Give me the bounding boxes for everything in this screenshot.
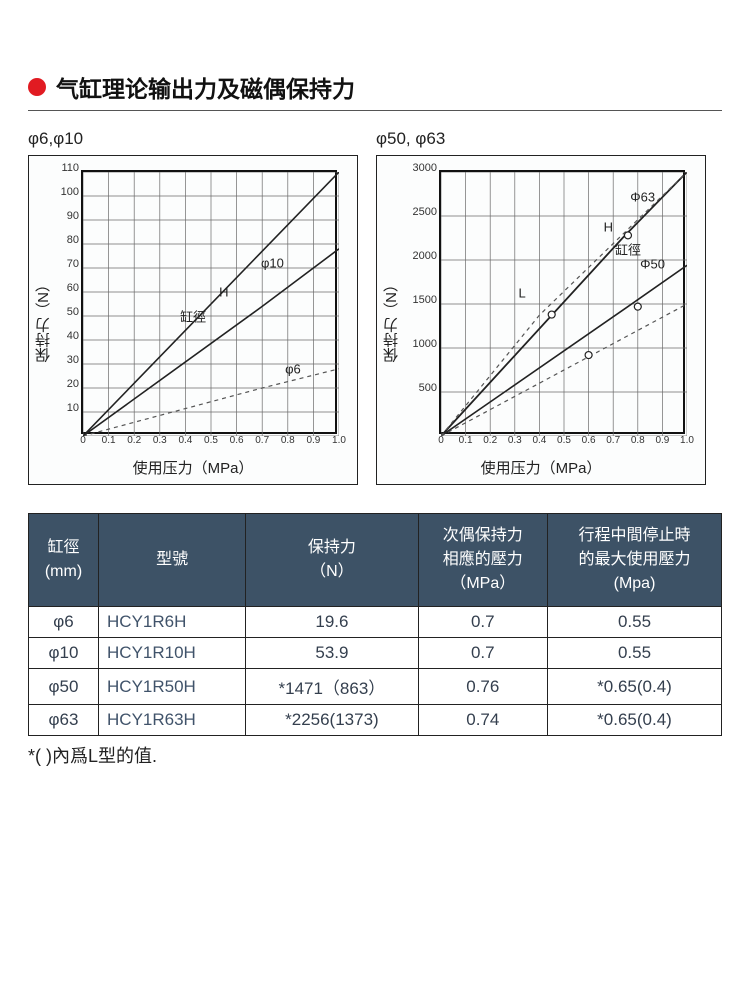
ytick: 70 (67, 258, 83, 270)
table-header: 行程中間停止時的最大使用壓力(Mpa) (548, 514, 722, 607)
xtick: 0.5 (204, 432, 218, 446)
chart-2-xlabel: 使用压力（MPa） (377, 457, 705, 478)
table-header: 保持力（N） (246, 514, 418, 607)
xtick: 0.4 (178, 432, 192, 446)
table-row: φ63HCY1R63H*2256(1373)0.74*0.65(0.4) (29, 705, 722, 736)
table-cell: 0.7 (418, 638, 547, 669)
bullet-icon (28, 78, 46, 96)
charts-row: φ6,φ10 保持力（N） 使用压力（MPa） 0 0.1 0.2 0.3 0.4 0.5… (28, 129, 722, 485)
chart-1-ylabel: 保持力（N） (33, 277, 54, 363)
title-text: 气缸理论输出力及磁偶保持力 (56, 70, 355, 104)
ytick: 1500 (413, 294, 441, 306)
footnote: *( )內爲L型的值. (28, 742, 722, 768)
table-cell: 0.55 (548, 638, 722, 669)
ytick: 500 (419, 382, 441, 394)
xtick: 0.7 (606, 432, 620, 446)
table-cell: φ50 (29, 669, 99, 705)
table-cell: *0.65(0.4) (548, 705, 722, 736)
xtick: 0.3 (153, 432, 167, 446)
xtick: 0.1 (102, 432, 116, 446)
ytick: 60 (67, 282, 83, 294)
table-row: φ50HCY1R50H*1471（863）0.76*0.65(0.4) (29, 669, 722, 705)
chart-2-subtitle: φ50, φ63 (376, 129, 706, 149)
chart-2-ylabel: 保持力（N） (381, 277, 402, 363)
ytick: 20 (67, 378, 83, 390)
chart-1-subtitle: φ6,φ10 (28, 129, 358, 149)
ytick: 2500 (413, 206, 441, 218)
table-cell: HCY1R6H (99, 607, 246, 638)
table-cell: *1471（863） (246, 669, 418, 705)
xtick: 0.1 (459, 432, 473, 446)
chart-annotation: L (519, 286, 526, 301)
table-header: 次偶保持力相應的壓力（MPa） (418, 514, 547, 607)
chart-2-box: 保持力（N） 使用压力（MPa） 0 0.1 0.2 0.3 0.4 0.5 0.6 0.7 0… (376, 155, 706, 485)
xtick: 0.9 (306, 432, 320, 446)
xtick: 0.2 (127, 432, 141, 446)
table-header: 缸徑(mm) (29, 514, 99, 607)
table-cell: *2256(1373) (246, 705, 418, 736)
xtick: 0.3 (508, 432, 522, 446)
ytick: 30 (67, 354, 83, 366)
table-cell: φ6 (29, 607, 99, 638)
xtick: 1.0 (680, 432, 694, 446)
table-row: φ6HCY1R6H19.60.70.55 (29, 607, 722, 638)
chart-2: φ50, φ63 保持力（N） 使用压力（MPa） 0 0.1 0.2 0.3 0.4 0… (376, 129, 706, 485)
chart-annotation: Φ63 (630, 189, 655, 204)
table-cell: 0.76 (418, 669, 547, 705)
xtick: 0.8 (631, 432, 645, 446)
chart-1: φ6,φ10 保持力（N） 使用压力（MPa） 0 0.1 0.2 0.3 0.4 0.5… (28, 129, 358, 485)
chart-1-xlabel: 使用压力（MPa） (29, 457, 357, 478)
ytick: 80 (67, 234, 83, 246)
chart-annotation: 缸徑 (180, 307, 206, 326)
table-cell: HCY1R63H (99, 705, 246, 736)
data-table: 缸徑(mm)型號保持力（N）次偶保持力相應的壓力（MPa）行程中間停止時的最大使… (28, 513, 722, 736)
section-title: 气缸理论输出力及磁偶保持力 (28, 70, 722, 111)
ytick: 110 (61, 162, 83, 174)
xtick: 0 (438, 432, 444, 446)
xtick: 0.4 (532, 432, 546, 446)
table-cell: 19.6 (246, 607, 418, 638)
chart-annotation: Φ50 (640, 256, 665, 271)
table-cell: HCY1R50H (99, 669, 246, 705)
xtick: 0.6 (582, 432, 596, 446)
table-cell: *0.65(0.4) (548, 669, 722, 705)
xtick: 0.2 (483, 432, 497, 446)
xtick: 0.5 (557, 432, 571, 446)
xtick: 1.0 (332, 432, 346, 446)
chart-1-box: 保持力（N） 使用压力（MPa） 0 0.1 0.2 0.3 0.4 0.5 0.6 0.7 0… (28, 155, 358, 485)
table-row: φ10HCY1R10H53.90.70.55 (29, 638, 722, 669)
xtick: 0.8 (281, 432, 295, 446)
ytick: 2000 (413, 250, 441, 262)
chart-annotation: H (604, 219, 613, 234)
ytick: 50 (67, 306, 83, 318)
ytick: 100 (61, 186, 83, 198)
table-cell: 0.74 (418, 705, 547, 736)
chart-annotation: φ6 (285, 361, 301, 376)
table-cell: 53.9 (246, 638, 418, 669)
ytick: 40 (67, 330, 83, 342)
xtick: 0.9 (655, 432, 669, 446)
xtick: 0.7 (255, 432, 269, 446)
table-cell: 0.7 (418, 607, 547, 638)
ytick: 1000 (413, 338, 441, 350)
chart-annotation: φ10 (261, 256, 284, 271)
table-cell: 0.55 (548, 607, 722, 638)
xtick: 0 (80, 432, 86, 446)
xtick: 0.6 (230, 432, 244, 446)
table-cell: φ63 (29, 705, 99, 736)
ytick: 90 (67, 210, 83, 222)
ytick: 3000 (413, 162, 441, 174)
table-cell: HCY1R10H (99, 638, 246, 669)
chart-annotation: H (219, 285, 228, 300)
chart-annotation: 缸徑 (615, 240, 641, 259)
table-header: 型號 (99, 514, 246, 607)
table-cell: φ10 (29, 638, 99, 669)
ytick: 10 (67, 402, 83, 414)
